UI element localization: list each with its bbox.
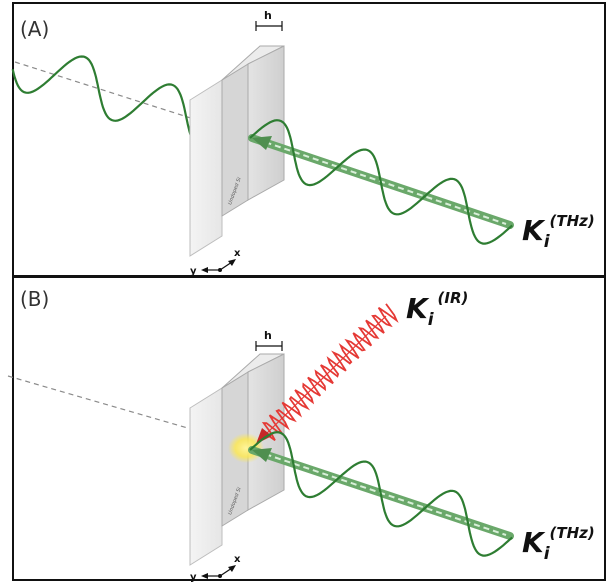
panel-b-k-thz-label: Ki(THz): [522, 524, 595, 564]
panel-a-axis-y: y: [190, 266, 197, 277]
panel-b-ir-beam: [261, 315, 387, 439]
panel-a-beam-arrowhead: [252, 136, 272, 150]
panel-a: (A) Undoped Si h Ki(THz): [11, 2, 606, 277]
panel-b-axis-y: y: [190, 572, 197, 582]
panel-b-thickness-label: h: [264, 329, 272, 342]
panel-b-hotspot: [228, 433, 264, 463]
panel-b-beam-arrowhead: [252, 448, 272, 462]
panel-a-axis-line: [14, 61, 223, 129]
panel-b-axis-line: [7, 375, 223, 439]
panel-a-incident-wave: [249, 119, 513, 245]
panel-a-label: (A): [20, 17, 49, 41]
panel-a-slab-front: [247, 45, 285, 201]
panel-a-transmitted-wave: [11, 55, 219, 150]
panel-b-thickness-marker: h: [255, 329, 283, 351]
panel-b-incident-wave: [249, 431, 513, 557]
panel-b-frame: [12, 276, 606, 581]
panel-a-axes-indicator: y x: [190, 248, 241, 277]
panel-b-substrate: [189, 387, 223, 566]
panel-b: (B) Undoped Si h Ki(IR): [7, 276, 606, 582]
panel-b-ir-wave: [261, 303, 399, 442]
panel-a-thickness-label: h: [264, 9, 272, 22]
panel-a-k-label: Ki(THz): [522, 212, 595, 252]
panel-b-label: (B): [20, 287, 49, 311]
panel-b-axis-x: x: [234, 554, 241, 565]
panel-a-substrate: [189, 79, 223, 257]
panel-b-k-ir-label: Ki(IR): [406, 289, 468, 330]
panel-a-frame: [12, 2, 606, 277]
panel-a-axis-x: x: [234, 248, 241, 259]
panel-b-axes-indicator: y x: [190, 554, 241, 582]
panel-a-thickness-marker: h: [255, 9, 283, 31]
